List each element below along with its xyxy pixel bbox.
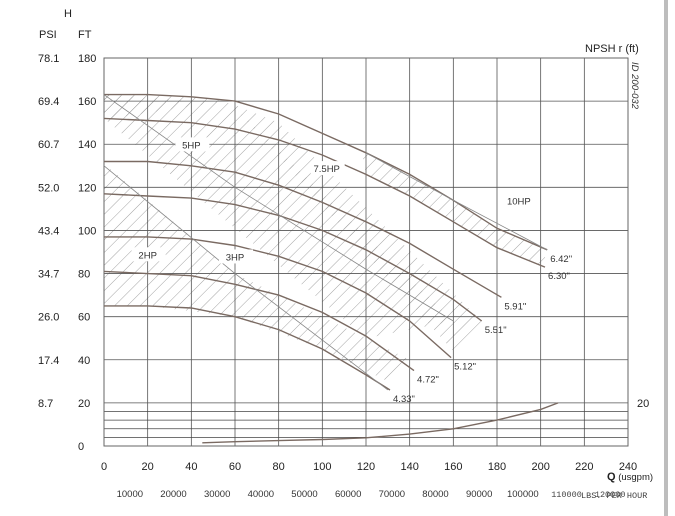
- y-tick-label-ft: 180: [78, 53, 96, 65]
- npsh-tick-label: 20: [637, 398, 649, 410]
- x-axis-unit: (usgpm): [616, 472, 653, 483]
- hp-label-bg: [175, 137, 210, 152]
- x-tick-label: 40: [185, 461, 197, 473]
- y-tick-label-ft: 100: [78, 225, 96, 237]
- power-boundary-line: [103, 94, 454, 322]
- x-tick-label: 0: [101, 461, 107, 473]
- power-boundary-line: [365, 152, 548, 251]
- hp-zone-label: 2HP: [138, 250, 156, 261]
- x-tick-label: 20: [142, 461, 154, 473]
- hp-zone-label: 7.5HP: [313, 164, 339, 175]
- x-tick-label: 180: [488, 461, 506, 473]
- hatch-zone-7-5hp: [230, 103, 482, 352]
- y-tick-label-ft: 20: [78, 398, 90, 410]
- x-tick-label: 140: [400, 461, 418, 473]
- hp-zone-label: 5HP: [182, 140, 200, 151]
- impeller-diameter-label: 5.51": [485, 325, 507, 336]
- impeller-curve: [104, 160, 502, 298]
- x-tick-label: 80: [273, 461, 285, 473]
- hp-label-bg: [131, 247, 166, 262]
- y-tick-label-psi: 78.1: [38, 53, 59, 65]
- page-edge-border: [664, 0, 668, 516]
- q-symbol: Q: [607, 471, 616, 483]
- chart-grid: [103, 57, 629, 447]
- annotations: 2HP 3HP 5HP 7.5HP 10HP 6.42" 6.30" 5.91" 5.51" 5.…: [131, 137, 572, 405]
- y-tick-label-psi: 8.7: [38, 398, 53, 410]
- secondary-x-tick-label: 90000: [466, 489, 492, 500]
- y-tick-label-ft: 120: [78, 182, 96, 194]
- impeller-diameter-label: 6.30": [548, 271, 570, 282]
- secondary-x-tick-label: 120000: [595, 490, 626, 500]
- impeller-diameter-label: 4.33": [393, 394, 415, 405]
- secondary-x-tick-label: 70000: [379, 489, 405, 500]
- secondary-x-tick-label: 50000: [291, 489, 317, 500]
- y-tick-label-ft: 80: [78, 269, 90, 281]
- x-tick-label: 200: [531, 461, 549, 473]
- impeller-curve: [104, 93, 548, 251]
- impeller-curve: [103, 193, 483, 322]
- drawing-id: ID 200-032: [629, 62, 640, 110]
- impeller-diameter-label: 5.91": [504, 301, 526, 312]
- impeller-diameter-label: 5.12": [454, 362, 476, 373]
- hp-label-bg: [219, 249, 253, 264]
- y-tick-label-psi: 69.4: [38, 96, 59, 108]
- impeller-diameter-label: 4.72": [417, 375, 439, 386]
- npsh-curve: [202, 402, 559, 444]
- secondary-x-tick-label: 80000: [422, 489, 448, 500]
- x-tick-label: 160: [444, 461, 462, 473]
- secondary-x-tick-label: 20000: [160, 489, 186, 500]
- y-tick-label-ft: 40: [78, 355, 90, 367]
- power-boundary-line: [103, 165, 389, 391]
- impeller-curve: [104, 305, 391, 391]
- y-tick-label-psi: 60.7: [38, 139, 59, 151]
- secondary-x-tick-label: 40000: [248, 489, 274, 500]
- y-tick-label-ft: 0: [78, 441, 84, 453]
- secondary-x-tick-label: 100000: [507, 489, 539, 500]
- y-axis-psi-unit: PSI: [39, 29, 57, 41]
- y-tick-label-ft: 140: [78, 139, 96, 151]
- impeller-curve: [104, 236, 452, 359]
- secondary-x-tick-label: 10000: [117, 489, 143, 500]
- y-tick-label-psi: 52.0: [38, 182, 59, 194]
- impeller-curves: [103, 93, 559, 444]
- secondary-x-tick-label: 30000: [204, 489, 230, 500]
- y-tick-label-psi: 26.0: [38, 312, 59, 324]
- y-tick-label-ft: 60: [78, 312, 90, 324]
- y-axis-head-label: H: [64, 8, 72, 20]
- x-tick-label: 240: [619, 461, 637, 473]
- x-tick-label: 220: [575, 461, 593, 473]
- hp-zone-label: 10HP: [507, 196, 531, 207]
- hp-label-bg: [310, 161, 345, 176]
- y-tick-label-psi: 17.4: [38, 355, 59, 367]
- plot-frame: [103, 57, 629, 447]
- y-tick-label-psi: 34.7: [38, 269, 59, 281]
- x-axis-label-q: Q (usgpm): [607, 471, 653, 483]
- hp-zone-label: 3HP: [226, 252, 244, 263]
- npsh-axis-label: NPSH r (ft): [585, 43, 639, 55]
- y-tick-label-psi: 43.4: [38, 225, 59, 237]
- y-axis-ft-unit: FT: [78, 29, 92, 41]
- hatch-zone-2hp-3hp: [104, 163, 410, 382]
- impeller-diameter-label: 6.42": [550, 254, 572, 265]
- x-tick-label: 60: [229, 461, 241, 473]
- y-tick-label-ft: 160: [78, 96, 96, 108]
- secondary-x-tick-label: 60000: [335, 489, 361, 500]
- hp-label-bg: [502, 193, 537, 208]
- x-tick-label: 120: [357, 461, 375, 473]
- x-tick-label: 100: [313, 461, 331, 473]
- secondary-x-axis-label: LBS. PER HOUR: [581, 491, 647, 501]
- axis-ticks: 0 20 40 60 80 100 120 140 160 180 200 220 240 0 20 8.7 4…: [38, 53, 649, 500]
- secondary-x-tick-label: 110000: [551, 490, 582, 500]
- impeller-curve: [103, 117, 546, 268]
